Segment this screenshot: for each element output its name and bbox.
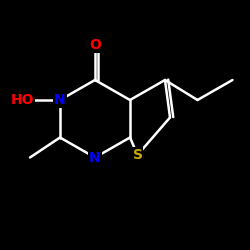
Text: S: S	[132, 148, 142, 162]
Text: HO: HO	[11, 93, 34, 107]
Text: N: N	[54, 93, 66, 107]
Text: O: O	[89, 38, 101, 52]
Text: N: N	[89, 150, 101, 164]
